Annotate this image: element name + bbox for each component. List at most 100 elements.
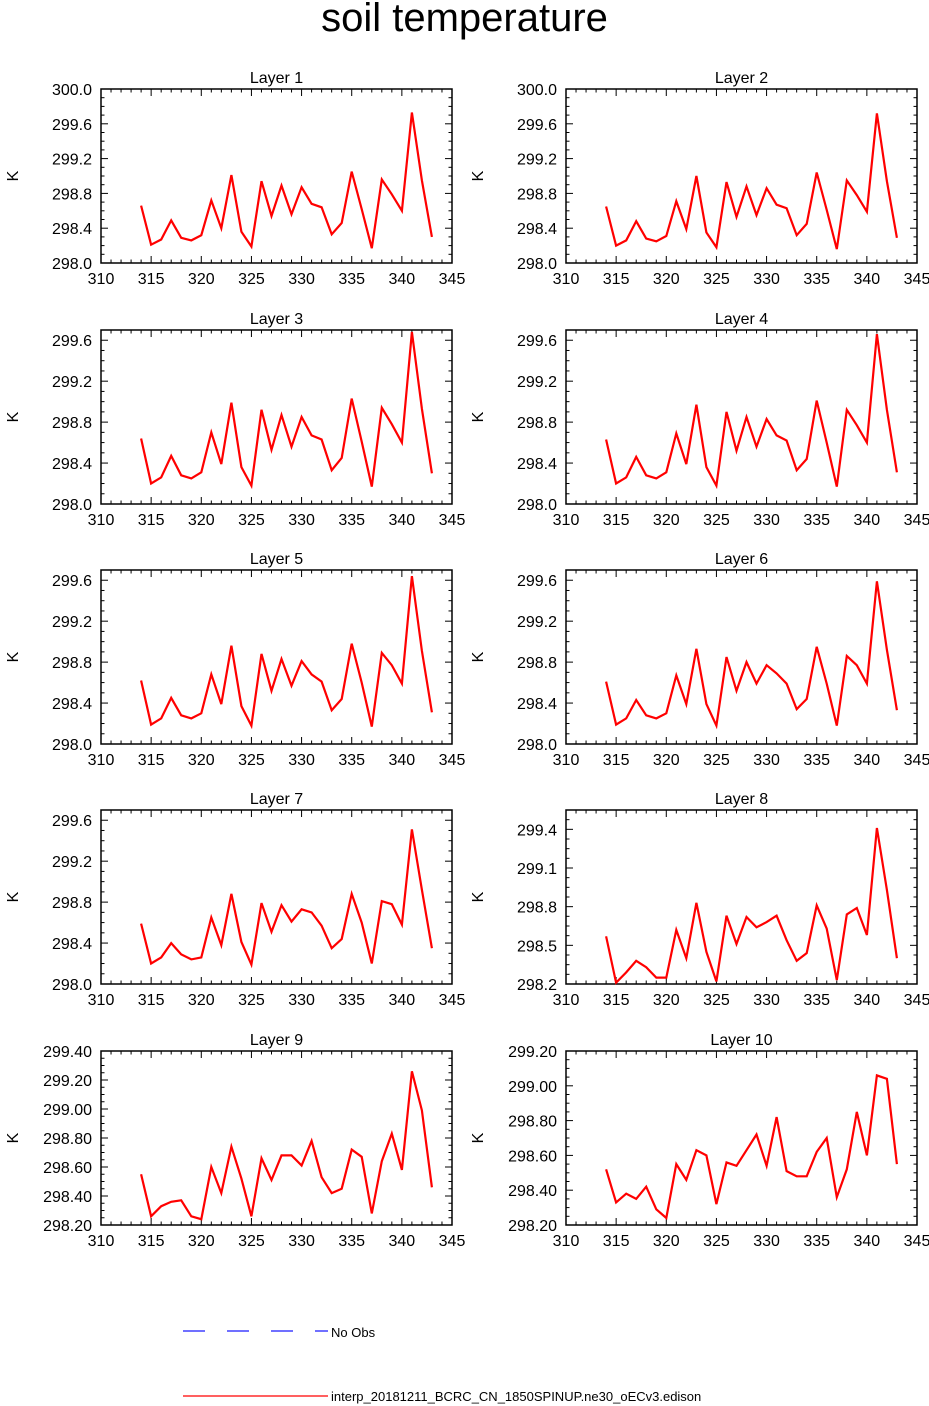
x-tick-label: 320	[188, 512, 215, 529]
x-tick-label: 320	[653, 752, 680, 769]
y-tick-label: 298.40	[43, 1189, 92, 1206]
x-tick-label: 335	[338, 271, 365, 288]
x-tick-label: 330	[753, 992, 780, 1009]
panel-title: Layer 10	[710, 1032, 772, 1049]
plot-frame	[100, 329, 453, 505]
x-tick-label: 325	[703, 992, 730, 1009]
y-tick-label: 299.2	[517, 152, 557, 169]
x-tick-label: 320	[188, 1233, 215, 1250]
y-tick-label: 298.0	[517, 737, 557, 754]
panel-3: Layer 3 K 310 315 320 325 330 335 340 345 298.0 298…	[5, 311, 465, 529]
x-tick-label: 335	[803, 1233, 830, 1250]
y-tick-label: 299.20	[508, 1044, 557, 1061]
y-tick-label: 299.00	[508, 1079, 557, 1096]
x-tick-label: 330	[753, 752, 780, 769]
y-tick-label: 298.4	[517, 696, 557, 713]
legend-no-obs-label: No Obs	[331, 1325, 376, 1340]
y-tick-label: 298.8	[517, 900, 557, 917]
x-tick-label: 315	[603, 992, 630, 1009]
x-tick-label: 315	[603, 1233, 630, 1250]
x-tick-label: 340	[389, 752, 416, 769]
panel-title: Layer 8	[715, 791, 768, 808]
y-tick-label: 298.8	[517, 415, 557, 432]
panel-title: Layer 2	[715, 70, 768, 87]
y-axis-label: K	[470, 651, 487, 662]
x-tick-label: 335	[803, 271, 830, 288]
x-tick-label: 310	[88, 752, 115, 769]
y-tick-label: 298.2	[517, 977, 557, 994]
plot-frame	[100, 88, 453, 264]
x-tick-label: 330	[288, 271, 315, 288]
y-tick-label: 298.4	[52, 936, 92, 953]
y-tick-label: 298.8	[517, 655, 557, 672]
y-tick-label: 298.4	[52, 456, 92, 473]
y-tick-label: 298.4	[52, 221, 92, 238]
panel-title: Layer 1	[250, 70, 303, 87]
y-tick-label: 299.2	[52, 854, 92, 871]
series-line	[140, 1071, 433, 1221]
x-tick-label: 315	[138, 512, 165, 529]
y-tick-label: 298.8	[52, 415, 92, 432]
x-tick-label: 325	[238, 512, 265, 529]
y-tick-label: 299.6	[52, 333, 92, 350]
series-line	[605, 333, 898, 490]
y-tick-label: 299.6	[517, 573, 557, 590]
x-tick-label: 345	[904, 992, 929, 1009]
y-tick-label: 299.1	[517, 861, 557, 878]
y-tick-label: 299.6	[517, 333, 557, 350]
series-line	[140, 331, 433, 490]
x-tick-label: 315	[138, 992, 165, 1009]
y-tick-label: 298.4	[517, 221, 557, 238]
panel-title: Layer 3	[250, 311, 303, 328]
y-tick-label: 299.6	[52, 813, 92, 830]
x-tick-label: 330	[753, 1233, 780, 1250]
panel-5: Layer 5 K 310 315 320 325 330 335 340 345 298.0 298…	[5, 551, 465, 769]
y-tick-label: 298.8	[52, 895, 92, 912]
y-tick-label: 298.60	[508, 1148, 557, 1165]
panel-title: Layer 7	[250, 791, 303, 808]
x-tick-label: 345	[439, 1233, 466, 1250]
x-tick-label: 315	[138, 752, 165, 769]
x-tick-label: 310	[88, 992, 115, 1009]
y-tick-label: 299.00	[43, 1102, 92, 1119]
x-tick-label: 325	[703, 512, 730, 529]
panel-10: Layer 10 K 310 315 320 325 330 335 340 345 298.20 2…	[470, 1032, 929, 1250]
y-tick-label: 298.4	[517, 456, 557, 473]
x-tick-label: 335	[338, 992, 365, 1009]
x-tick-label: 340	[854, 271, 881, 288]
x-tick-label: 330	[753, 512, 780, 529]
plot-frame	[565, 569, 918, 745]
x-tick-label: 330	[288, 512, 315, 529]
y-tick-label: 299.6	[517, 117, 557, 134]
y-tick-label: 298.8	[517, 186, 557, 203]
legend: No Obs interp_20181211_BCRC_CN_1850SPINUP…	[183, 1325, 701, 1404]
x-tick-label: 310	[553, 752, 580, 769]
y-tick-label: 299.2	[52, 614, 92, 631]
y-tick-label: 298.0	[517, 256, 557, 273]
series-line	[605, 581, 898, 730]
x-tick-label: 310	[88, 271, 115, 288]
x-tick-label: 340	[389, 512, 416, 529]
plot-frame	[100, 809, 453, 985]
y-axis-label: K	[470, 891, 487, 902]
x-tick-label: 330	[288, 1233, 315, 1250]
y-axis-label: K	[5, 651, 22, 662]
panel-8: Layer 8 K 310 315 320 325 330 335 340 345 298.2 298…	[470, 791, 929, 1009]
x-tick-label: 315	[603, 512, 630, 529]
y-tick-label: 298.20	[508, 1218, 557, 1235]
x-tick-label: 320	[188, 271, 215, 288]
x-tick-label: 340	[854, 512, 881, 529]
y-axis-label: K	[5, 1132, 22, 1143]
y-tick-label: 299.4	[517, 822, 557, 839]
x-tick-label: 335	[338, 512, 365, 529]
x-tick-label: 320	[188, 752, 215, 769]
x-tick-label: 340	[854, 1233, 881, 1250]
y-tick-label: 299.2	[52, 374, 92, 391]
x-tick-label: 335	[803, 752, 830, 769]
plot-frame	[565, 88, 918, 264]
plot-frame	[565, 329, 918, 505]
x-tick-label: 325	[238, 1233, 265, 1250]
x-tick-label: 345	[439, 512, 466, 529]
x-tick-label: 310	[88, 1233, 115, 1250]
